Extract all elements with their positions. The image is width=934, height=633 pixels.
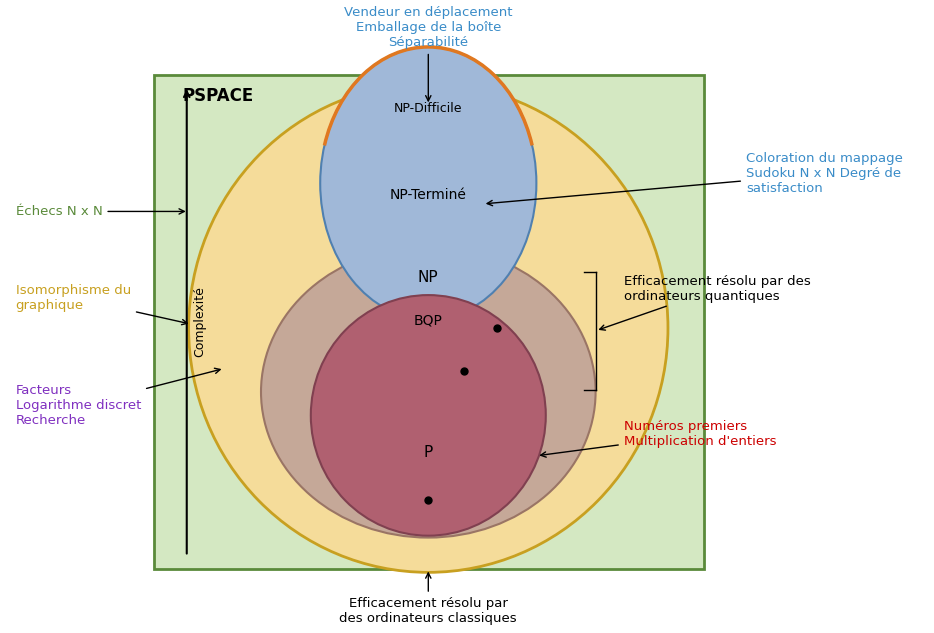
FancyBboxPatch shape	[154, 75, 703, 568]
Text: BQP: BQP	[414, 313, 443, 327]
Text: Numéros premiers
Multiplication d'entiers: Numéros premiers Multiplication d'entier…	[541, 420, 776, 457]
Text: Efficacement résolu par des
ordinateurs quantiques: Efficacement résolu par des ordinateurs …	[600, 275, 811, 330]
Text: NP-Difficile: NP-Difficile	[394, 101, 462, 115]
Text: Échecs N x N: Échecs N x N	[16, 205, 184, 218]
Text: Coloration du mappage
Sudoku N x N Degré de
satisfaction: Coloration du mappage Sudoku N x N Degré…	[488, 152, 903, 206]
Text: Efficacement résolu par
des ordinateurs classiques: Efficacement résolu par des ordinateurs …	[339, 573, 517, 625]
Text: P: P	[424, 446, 433, 460]
Text: Vendeur en déplacement
Emballage de la boîte
Séparabilité: Vendeur en déplacement Emballage de la b…	[344, 6, 513, 101]
Ellipse shape	[320, 47, 536, 320]
Text: NP: NP	[418, 270, 439, 285]
Text: NP-Terminé: NP-Terminé	[389, 187, 467, 201]
Text: Complexité: Complexité	[193, 286, 206, 357]
Text: PSPACE: PSPACE	[182, 87, 253, 105]
Text: Isomorphisme du
graphique: Isomorphisme du graphique	[16, 284, 187, 325]
Ellipse shape	[189, 84, 668, 572]
Ellipse shape	[311, 295, 545, 536]
Ellipse shape	[261, 246, 596, 537]
Text: Facteurs
Logarithme discret
Recherche: Facteurs Logarithme discret Recherche	[16, 368, 220, 427]
